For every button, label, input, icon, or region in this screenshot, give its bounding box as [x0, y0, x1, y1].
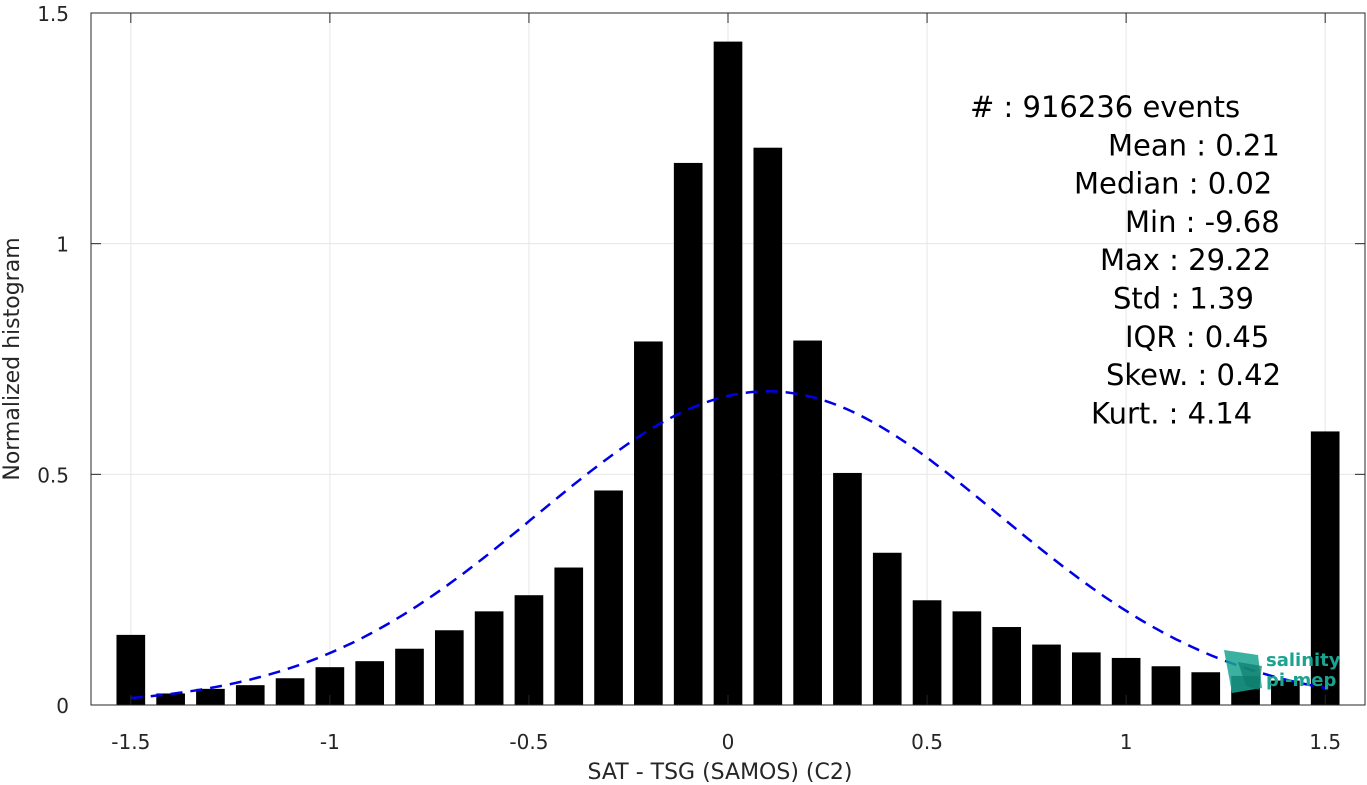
histogram-bar [395, 648, 424, 705]
stat-label: IQR : [1125, 320, 1205, 354]
x-axis-ticks: -1.5 -1 -0.5 0 0.5 1 1.5 [111, 13, 1341, 754]
stat-value: 4.14 [1188, 396, 1253, 430]
histogram-bar [793, 340, 822, 705]
y-tick-label: 0 [56, 694, 69, 718]
histogram-bar [275, 678, 305, 705]
histogram-bar [952, 611, 982, 705]
histogram-bar [1151, 666, 1181, 705]
histogram-bar [235, 685, 265, 705]
stat-value: 0.42 [1217, 358, 1282, 392]
x-axis-label: SAT - TSG (SAMOS) (C2) [588, 760, 853, 785]
histogram-bar [554, 567, 584, 705]
stat-value: 0.02 [1208, 167, 1273, 201]
stat-line: IQR : 0.45 [1125, 320, 1269, 354]
y-axis-ticks: 0 0.5 1 1.5 [37, 2, 1365, 718]
stat-value: 29.22 [1188, 243, 1271, 277]
histogram-bar [713, 41, 743, 706]
x-tick-label: -1.5 [111, 730, 150, 754]
stat-line: Min : -9.68 [1125, 205, 1280, 239]
histogram-bar [434, 630, 464, 705]
stat-label: Mean : [1108, 128, 1215, 162]
histogram-bar [1071, 652, 1101, 705]
y-tick-label: 1.5 [37, 2, 69, 26]
stat-label: # : [970, 90, 1023, 124]
histogram-bar [1271, 680, 1300, 705]
logo-line2: pi-mep [1266, 670, 1336, 691]
stat-line: Mean : 0.21 [1108, 128, 1280, 162]
y-tick-label: 1 [56, 233, 69, 257]
histogram-bar [912, 600, 942, 705]
x-tick-label: -1 [320, 730, 340, 754]
histogram-bars [116, 41, 1340, 706]
histogram-bar [634, 341, 663, 705]
stat-line: Kurt. : 4.14 [1091, 396, 1252, 430]
histogram-bar [355, 661, 385, 705]
histogram-bar [753, 147, 783, 705]
stat-line: Median : 0.02 [1074, 167, 1272, 201]
x-tick-label: 1.5 [1309, 730, 1341, 754]
histogram-bar [872, 552, 902, 705]
stat-value: 916236 events [1023, 90, 1241, 124]
histogram-bar [833, 472, 862, 705]
stat-line: Skew. : 0.42 [1106, 358, 1281, 392]
gaussian-fit-curve [130, 390, 1326, 700]
stat-label: Std : [1113, 282, 1189, 316]
stat-value: 0.21 [1215, 128, 1280, 162]
logo-mark-icon [1224, 650, 1262, 693]
histogram-bar [196, 688, 225, 705]
stat-label: Kurt. : [1091, 396, 1188, 430]
y-tick-label: 0.5 [37, 463, 69, 487]
x-tick-label: 0.5 [911, 730, 943, 754]
y-axis-label: Normalized histogram [0, 237, 25, 480]
stat-label: Skew. : [1106, 358, 1217, 392]
histogram-bar [594, 490, 623, 705]
stat-label: Min : [1125, 205, 1205, 239]
salinity-pimep-logo: salinity pi-mep [1224, 650, 1341, 693]
histogram-bar [1032, 644, 1061, 705]
x-tick-label: 1 [1120, 730, 1133, 754]
histogram-bar [673, 162, 703, 705]
stat-line: Std : 1.39 [1113, 282, 1254, 316]
stat-value: -9.68 [1205, 205, 1280, 239]
histogram-bar [1191, 672, 1221, 705]
histogram-bar [1310, 431, 1340, 705]
x-tick-label: 0 [722, 730, 735, 754]
histogram-bar [116, 634, 146, 705]
stat-value: 1.39 [1189, 282, 1254, 316]
stat-line: Max : 29.22 [1100, 243, 1271, 277]
histogram-bar [474, 611, 504, 705]
stat-label: Median : [1074, 167, 1208, 201]
histogram-bar [514, 595, 544, 705]
histogram-bar [992, 627, 1022, 705]
x-tick-label: -0.5 [509, 730, 548, 754]
stat-value: 0.45 [1205, 320, 1270, 354]
histogram-bar [156, 693, 185, 705]
stat-line: # : 916236 events [970, 90, 1240, 124]
stat-label: Max : [1100, 243, 1188, 277]
logo-line1: salinity [1266, 650, 1341, 671]
